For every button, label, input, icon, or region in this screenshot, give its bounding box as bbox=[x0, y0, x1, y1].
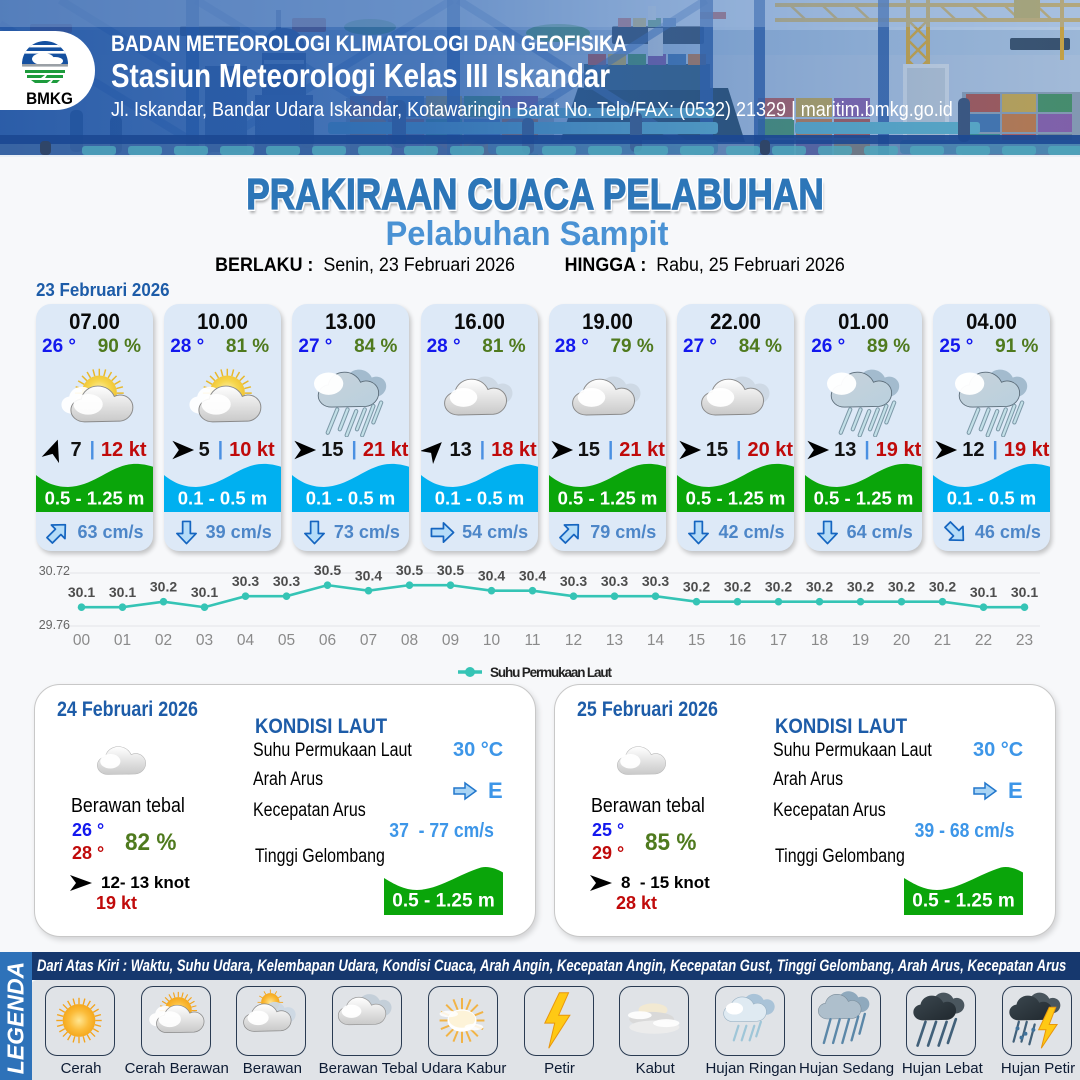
svg-text:04: 04 bbox=[237, 632, 255, 649]
svg-text:30.5: 30.5 bbox=[314, 562, 341, 578]
svg-text:30.3: 30.3 bbox=[273, 573, 300, 589]
svg-text:16: 16 bbox=[729, 632, 746, 649]
svg-text:07: 07 bbox=[360, 632, 377, 649]
svg-text:0.1 - 0.5 m: 0.1 - 0.5 m bbox=[947, 488, 1036, 509]
svg-text:30.1: 30.1 bbox=[1011, 584, 1038, 600]
svg-text:08: 08 bbox=[401, 632, 418, 649]
svg-text:14: 14 bbox=[647, 632, 665, 649]
svg-text:0.5 - 1.25 m: 0.5 - 1.25 m bbox=[686, 488, 786, 509]
svg-text:00: 00 bbox=[73, 632, 91, 649]
svg-text:20: 20 bbox=[893, 632, 911, 649]
svg-text:0.1 - 0.5 m: 0.1 - 0.5 m bbox=[434, 488, 523, 509]
svg-text:22: 22 bbox=[975, 632, 992, 649]
svg-text:30.5: 30.5 bbox=[396, 562, 423, 578]
svg-text:30.1: 30.1 bbox=[68, 584, 95, 600]
svg-text:23: 23 bbox=[1016, 632, 1033, 649]
svg-text:21: 21 bbox=[934, 632, 951, 649]
svg-text:06: 06 bbox=[319, 632, 336, 649]
svg-text:30.3: 30.3 bbox=[642, 573, 669, 589]
svg-text:18: 18 bbox=[811, 632, 828, 649]
svg-text:30.5: 30.5 bbox=[437, 562, 464, 578]
svg-text:03: 03 bbox=[196, 632, 213, 649]
svg-text:30.3: 30.3 bbox=[560, 573, 587, 589]
svg-text:Suhu Permukaan Laut: Suhu Permukaan Laut bbox=[490, 665, 613, 680]
svg-text:0.1 - 0.5 m: 0.1 - 0.5 m bbox=[178, 488, 267, 509]
svg-text:30.4: 30.4 bbox=[355, 568, 382, 584]
svg-text:30.72: 30.72 bbox=[39, 564, 70, 578]
svg-text:30.4: 30.4 bbox=[519, 568, 546, 584]
svg-text:30.1: 30.1 bbox=[191, 584, 218, 600]
svg-text:17: 17 bbox=[770, 632, 787, 649]
svg-text:30.2: 30.2 bbox=[150, 579, 177, 595]
svg-text:11: 11 bbox=[524, 632, 540, 649]
svg-text:01: 01 bbox=[114, 632, 131, 649]
svg-text:0.5 - 1.25 m: 0.5 - 1.25 m bbox=[45, 488, 145, 509]
svg-text:30.2: 30.2 bbox=[888, 579, 915, 595]
svg-text:12: 12 bbox=[565, 632, 582, 649]
svg-text:30.2: 30.2 bbox=[806, 579, 833, 595]
svg-text:30.2: 30.2 bbox=[724, 579, 751, 595]
svg-text:19: 19 bbox=[852, 632, 869, 649]
svg-text:30.4: 30.4 bbox=[478, 568, 505, 584]
svg-text:30.3: 30.3 bbox=[232, 573, 259, 589]
svg-text:30.2: 30.2 bbox=[683, 579, 710, 595]
svg-text:30.1: 30.1 bbox=[970, 584, 997, 600]
svg-text:0.5 - 1.25 m: 0.5 - 1.25 m bbox=[392, 891, 494, 912]
svg-text:30.3: 30.3 bbox=[601, 573, 628, 589]
svg-text:0.5 - 1.25 m: 0.5 - 1.25 m bbox=[912, 891, 1014, 912]
svg-text:29.76: 29.76 bbox=[39, 618, 70, 632]
svg-text:30.2: 30.2 bbox=[765, 579, 792, 595]
svg-text:05: 05 bbox=[278, 632, 295, 649]
svg-text:02: 02 bbox=[155, 632, 172, 649]
svg-text:15: 15 bbox=[688, 632, 705, 649]
svg-text:0.1 - 0.5 m: 0.1 - 0.5 m bbox=[306, 488, 395, 509]
svg-text:30.1: 30.1 bbox=[109, 584, 136, 600]
svg-text:0.5 - 1.25 m: 0.5 - 1.25 m bbox=[814, 488, 914, 509]
svg-text:13: 13 bbox=[606, 632, 623, 649]
svg-text:09: 09 bbox=[442, 632, 459, 649]
svg-text:10: 10 bbox=[483, 632, 501, 649]
svg-text:30.2: 30.2 bbox=[929, 579, 956, 595]
svg-text:30.2: 30.2 bbox=[847, 579, 874, 595]
svg-text:0.5 - 1.25 m: 0.5 - 1.25 m bbox=[557, 488, 657, 509]
